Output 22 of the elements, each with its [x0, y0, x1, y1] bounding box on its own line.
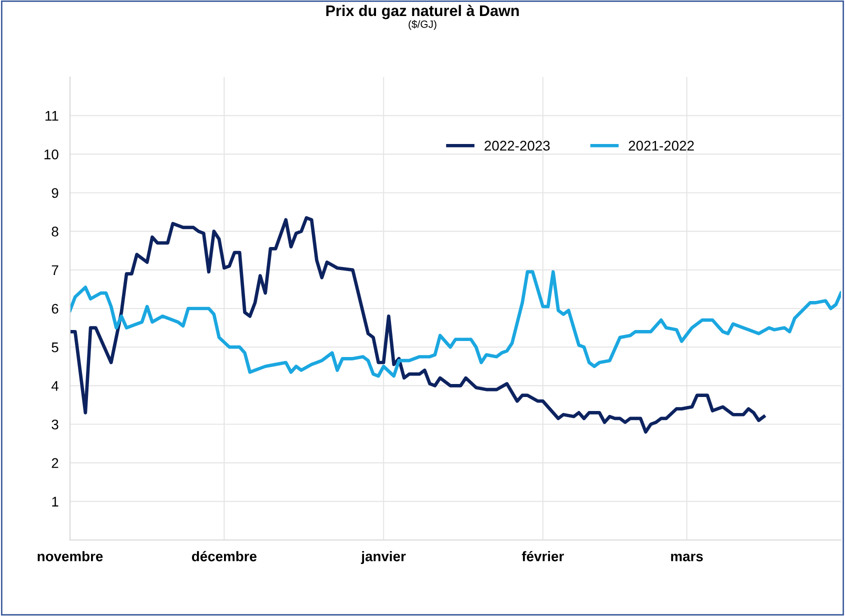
legend-label: 2022-2023	[484, 140, 550, 151]
x-tick-label: janvier	[360, 551, 406, 564]
legend-label: 2021-2022	[628, 140, 694, 151]
y-tick-label: 3	[52, 420, 58, 430]
line-series	[70, 216, 766, 434]
y-tick-label: 1	[52, 496, 58, 506]
chart-subtitle: ($/GJ)	[408, 20, 436, 30]
y-tick-label: 6	[52, 304, 58, 314]
y-tick-label: 9	[52, 188, 58, 198]
line-series	[70, 270, 841, 378]
y-tick-label: 4	[51, 381, 58, 391]
y-tick-label: 5	[52, 342, 58, 352]
y-tick-label: 10	[44, 150, 58, 160]
x-tick-label: décembre	[192, 550, 257, 562]
y-tick-label: 2	[52, 458, 58, 468]
x-tick-label: février	[522, 550, 564, 562]
y-tick-label: 7	[52, 265, 58, 275]
x-tick-label: mars	[671, 554, 703, 562]
x-tick-label: novembre	[38, 551, 103, 562]
y-tick-label: 11	[46, 111, 58, 121]
chart-title: Prix du gaz naturel à Dawn	[326, 4, 519, 20]
y-tick-label: 8	[52, 226, 58, 237]
